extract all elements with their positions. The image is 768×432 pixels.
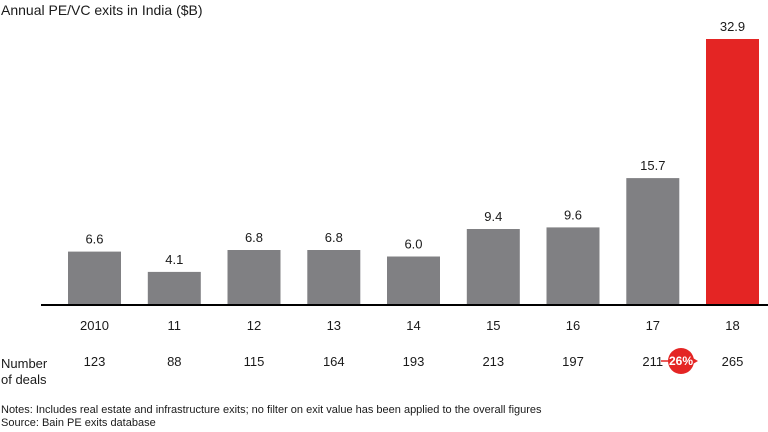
x-tick-label-14: 14: [406, 318, 420, 333]
x-tick-label-17: 17: [646, 318, 660, 333]
bar-2010: [68, 251, 121, 305]
bar-12: [227, 250, 281, 305]
cagr-label: 26%: [669, 354, 693, 368]
tick-labels-group: 2010 11 12 13 14 15 16 17 18: [80, 318, 740, 333]
deals-row-label-line2: of deals: [1, 372, 47, 387]
value-label-12: 6.8: [245, 230, 263, 245]
deal-count-18: 265: [722, 354, 744, 369]
deal-count-17: 211: [642, 354, 663, 369]
value-label-11: 4.1: [165, 252, 183, 267]
chart-title: Annual PE/VC exits in India ($B): [1, 2, 203, 18]
value-label-17: 15.7: [640, 158, 665, 173]
x-tick-label-15: 15: [486, 318, 500, 333]
value-label-13: 6.8: [325, 230, 343, 245]
deal-count-11: 88: [167, 354, 181, 369]
value-label-2010: 6.6: [85, 232, 103, 247]
notes-line: Notes: Includes real estate and infrastr…: [1, 404, 542, 416]
notes: Notes: Includes real estate and infrastr…: [1, 404, 542, 430]
deals-row-label-line1: Number: [1, 356, 48, 371]
bar-14: [387, 256, 440, 305]
deals-row-label: Number of deals: [1, 356, 47, 388]
deal-count-12: 115: [244, 354, 265, 369]
bar-11: [147, 271, 201, 305]
x-tick-label-12: 12: [247, 318, 261, 333]
value-label-14: 6.0: [404, 237, 422, 252]
x-tick-label-13: 13: [327, 318, 341, 333]
x-tick-label-11: 11: [168, 318, 182, 333]
bar-15: [466, 229, 520, 305]
cagr-circle: [668, 348, 694, 374]
source-line: Source: Bain PE exits database: [1, 417, 156, 429]
deal-count-14: 193: [403, 354, 425, 369]
bar-18: [706, 39, 759, 305]
deal-count-16: 197: [562, 354, 584, 369]
bars-group: 6.6 4.1 6.8 6.8 6.0 9.4 9.6 15.7 32.9: [68, 19, 759, 305]
x-tick-label-16: 16: [566, 318, 580, 333]
x-tick-label-2010: 2010: [80, 318, 109, 333]
deal-count-15: 213: [482, 354, 504, 369]
value-label-16: 9.6: [564, 207, 582, 222]
bar-13: [307, 250, 361, 305]
bar-17: [626, 178, 680, 305]
cagr-indicator: 26%: [661, 348, 698, 374]
deal-count-13: 164: [323, 354, 345, 369]
bar-16: [546, 227, 600, 305]
x-tick-label-18: 18: [725, 318, 739, 333]
deal-count-2010: 123: [84, 354, 106, 369]
value-label-18: 32.9: [720, 19, 745, 34]
deal-counts-group: 123 88 115 164 193 213 197 211 265: [84, 354, 744, 369]
value-label-15: 9.4: [484, 209, 502, 224]
